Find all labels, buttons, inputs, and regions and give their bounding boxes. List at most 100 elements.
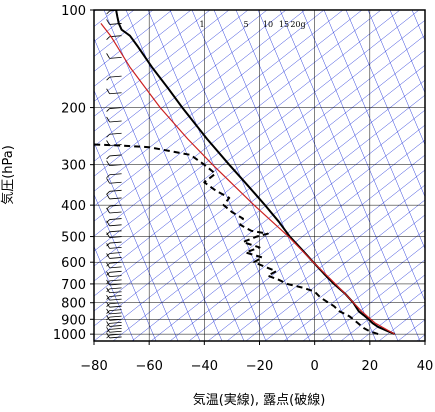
wind-barb-flag (106, 262, 110, 269)
wind-barb-shaft (109, 321, 122, 324)
wind-barb (106, 271, 122, 278)
wind-barb-shaft (109, 318, 122, 321)
isotherm-line (131, 109, 425, 341)
x-tick-label: 20 (362, 359, 379, 374)
isotherm-line (94, 10, 306, 177)
wind-barb-flag (106, 160, 110, 166)
x-tick-label: 0 (311, 359, 319, 374)
isotherm-line (94, 10, 420, 267)
wind-barb-flag (106, 303, 110, 308)
wind-barb (106, 321, 122, 327)
isotherm-line (94, 10, 401, 252)
wind-barb-flag (106, 178, 110, 184)
isotherm-line (150, 124, 425, 341)
wind-barb (106, 204, 122, 210)
wind-barb (106, 154, 122, 160)
wind-barb (106, 193, 122, 200)
mixing-ratio-label: 20g (290, 20, 305, 29)
wind-barb-flag (106, 76, 110, 81)
wind-barb-flag (106, 205, 110, 210)
isotherm-line (94, 10, 325, 192)
wind-barb-shaft (109, 287, 122, 290)
isotherm-line (359, 289, 425, 341)
mixing-ratio-label: 1 (199, 20, 204, 29)
wind-barb (106, 53, 122, 59)
wind-barb (106, 327, 122, 333)
wind-barb (106, 321, 122, 327)
wind-barb (106, 302, 122, 308)
wind-barb-shaft (109, 291, 122, 294)
wind-barb-flag (106, 108, 110, 112)
adiabat-line (94, 193, 157, 341)
wind-barb (106, 270, 122, 276)
mixing-ratio-label: 15 (279, 20, 289, 29)
wind-barb (106, 333, 122, 339)
wind-barb-flag (106, 262, 110, 267)
wind-barb-flag (106, 231, 110, 236)
wind-barb (106, 207, 122, 214)
adiabat-line (94, 245, 135, 341)
wind-barb (106, 232, 122, 238)
wind-barb-shaft (109, 302, 122, 305)
y-tick-label: 200 (61, 102, 86, 117)
wind-barb-shaft (109, 132, 122, 135)
wind-barb-shaft (109, 266, 122, 269)
wind-barb (106, 107, 122, 112)
wind-barb-shaft (109, 75, 122, 78)
isotherm-line (188, 154, 425, 341)
wind-barb-shaft (109, 275, 122, 278)
x-tick-label: 40 (417, 359, 434, 374)
isotherm-line (283, 229, 425, 341)
wind-barb-flag (106, 310, 110, 314)
wind-barb-flag (106, 53, 110, 59)
isotherm-line (94, 64, 425, 327)
wind-barb-shaft (109, 270, 122, 273)
wind-barb-shaft (109, 298, 122, 301)
wind-barb-shaft (109, 120, 122, 123)
wind-barb-shaft (109, 325, 122, 327)
wind-barb-shaft (109, 315, 122, 318)
wind-barb-shaft (109, 257, 122, 259)
wind-barb-flag (106, 36, 110, 40)
dewpoint-line (94, 143, 379, 336)
wind-barb-flag (106, 316, 110, 321)
x-tick-label: −60 (135, 359, 162, 374)
y-tick-label: 300 (61, 159, 86, 174)
wind-barb-shaft (109, 189, 122, 192)
wind-barb (106, 132, 122, 138)
adiabat-line (94, 141, 179, 341)
adiabat-line (367, 10, 425, 146)
wind-barb-shaft (109, 197, 122, 200)
adiabat-line (94, 37, 223, 341)
isotherm-line (94, 79, 425, 341)
wind-barb-flag (106, 272, 110, 276)
wind-barb-flag (106, 193, 110, 200)
wind-barb-shaft (109, 241, 122, 244)
wind-barb-shaft (109, 252, 122, 254)
wind-barb-flag (106, 242, 110, 247)
wind-barb-shaft (109, 261, 122, 264)
wind-barb (106, 178, 122, 184)
y-tick-label: 700 (61, 278, 86, 293)
wind-barb (106, 189, 122, 195)
wind-barb (106, 253, 122, 259)
mixing-ratio-label: 5 (243, 20, 248, 29)
wind-barb-shaft (109, 246, 122, 249)
y-tick-label: 1000 (53, 328, 86, 343)
wind-barb-shaft (109, 309, 122, 311)
isotherm-line (94, 10, 363, 222)
wind-barb-shaft (109, 181, 122, 184)
isotherm-line (340, 274, 425, 341)
wind-barb (106, 315, 122, 321)
isotherm-line (94, 10, 173, 72)
y-axis-label: 気圧(hPa) (0, 145, 16, 205)
wind-barb (106, 220, 122, 227)
wind-barb-shaft (109, 312, 122, 315)
wind-barb (106, 218, 122, 223)
wind-barb (106, 75, 122, 81)
wind-barb (106, 287, 122, 293)
adiabat-line (103, 10, 245, 341)
wind-barb (106, 295, 122, 300)
